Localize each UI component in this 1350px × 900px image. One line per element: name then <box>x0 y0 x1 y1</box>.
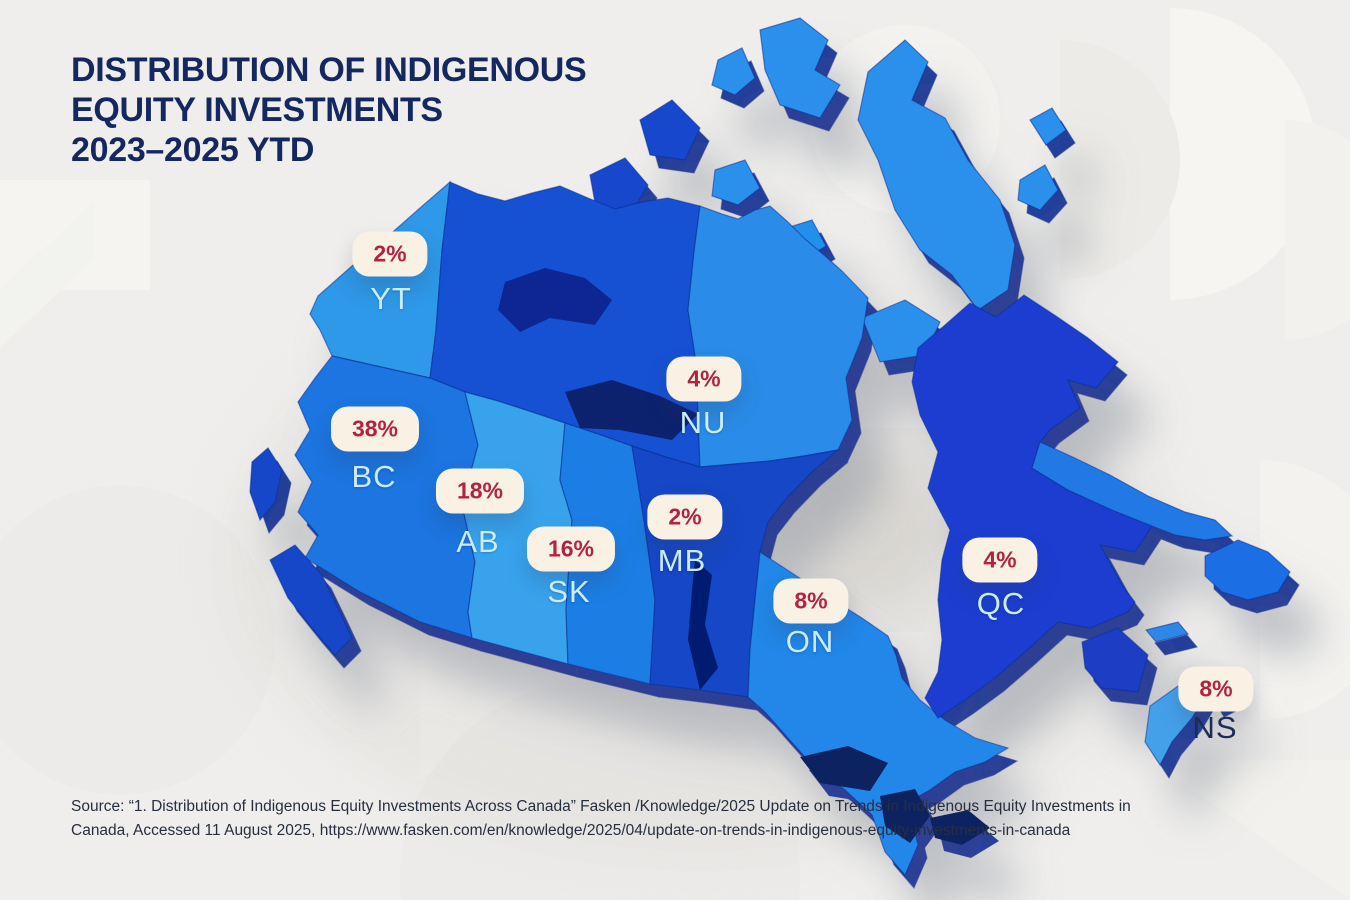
badge-qc: 4% <box>962 537 1038 583</box>
lake-erie-ontario <box>930 810 990 845</box>
title-line-3: 2023–2025 YTD <box>71 131 315 170</box>
great-bear-lake <box>498 268 612 332</box>
pacific-islands <box>249 447 353 656</box>
badge-ns: 8% <box>1178 666 1254 712</box>
badge-bc: 38% <box>330 406 420 452</box>
label-ab: AB <box>456 524 500 559</box>
region-shape-qc <box>911 294 1153 719</box>
lakes <box>498 268 990 845</box>
region-shape-on <box>747 550 1010 877</box>
badge-yt: 2% <box>352 231 428 277</box>
lake-winnipeg <box>688 560 718 690</box>
badge-sk: 16% <box>526 526 616 572</box>
region-shape-nl <box>1204 539 1291 601</box>
region-shape-nu <box>687 205 869 468</box>
vancouver-island <box>269 544 353 656</box>
baffin-island <box>857 39 1016 311</box>
lake-huron <box>880 789 930 843</box>
label-qc: QC <box>976 586 1026 621</box>
page-title: DISTRIBUTION OF INDIGENOUS EQUITY INVEST… <box>71 50 691 170</box>
region-shape-nb <box>1081 627 1149 693</box>
badge-nu: 4% <box>666 356 742 402</box>
badge-ab: 18% <box>435 468 525 514</box>
source-line-1: Source: “1. Distribution of Indigenous E… <box>71 798 1131 815</box>
source-line-2: Canada, Accessed 11 August 2025, https:/… <box>71 822 1071 840</box>
region-shape-labrador <box>1031 441 1234 541</box>
label-on: ON <box>785 624 835 659</box>
label-yt: YT <box>370 281 412 316</box>
label-ns: NS <box>1192 710 1238 745</box>
label-bc: BC <box>351 459 397 494</box>
region-shape-pei <box>1144 621 1190 643</box>
hudson-bay-shading <box>770 445 960 615</box>
source-citation: Source: “1. Distribution of Indigenous E… <box>71 795 1271 843</box>
label-mb: MB <box>657 543 707 578</box>
lake-superior <box>800 746 888 791</box>
title-line-1: DISTRIBUTION OF INDIGENOUS <box>71 51 587 89</box>
title-line-2: EQUITY INVESTMENTS <box>71 91 443 130</box>
great-slave-lake <box>565 380 698 440</box>
label-nu: NU <box>679 405 727 440</box>
label-sk: SK <box>547 574 591 609</box>
haida-gwaii <box>249 447 283 522</box>
landmass <box>249 17 1291 877</box>
badge-mb: 2% <box>647 494 723 540</box>
badge-on: 8% <box>773 578 849 624</box>
